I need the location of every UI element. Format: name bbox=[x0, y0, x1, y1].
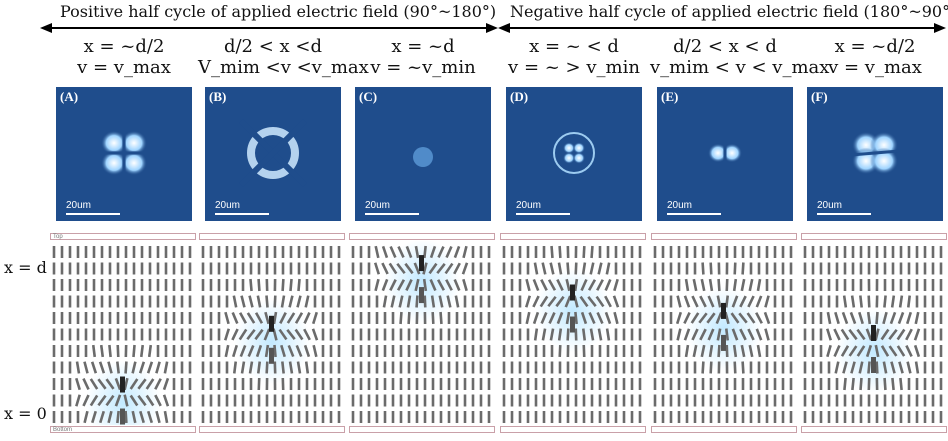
panel-label: (B) bbox=[209, 89, 226, 105]
panel-label: (A) bbox=[60, 89, 78, 105]
scale-bar-label: 20um bbox=[365, 200, 390, 211]
position-condition: d/2 < x <d bbox=[198, 36, 348, 57]
position-condition: x = ~d bbox=[348, 36, 498, 57]
y-label-top: x = d bbox=[4, 258, 47, 277]
lc-director-field bbox=[349, 241, 495, 441]
top-plate bbox=[349, 233, 495, 240]
micrograph-b: (B) 20um bbox=[205, 87, 341, 221]
panel-label: (E) bbox=[661, 89, 678, 105]
lc-director-field bbox=[801, 241, 947, 441]
position-condition: x = ~ < d bbox=[499, 36, 649, 57]
velocity-condition: v = v_max bbox=[49, 57, 199, 78]
positive-half-cycle-header: Positive half cycle of applied electric … bbox=[60, 2, 496, 21]
panel-label: (D) bbox=[510, 89, 528, 105]
position-condition: d/2 < x < d bbox=[650, 36, 800, 57]
scale-bar bbox=[215, 213, 269, 215]
top-plate bbox=[199, 233, 345, 240]
director-simulation bbox=[199, 241, 345, 425]
director-simulation bbox=[651, 241, 797, 425]
top-plate: Top bbox=[50, 233, 196, 240]
y-label-bottom: x = 0 bbox=[4, 404, 47, 423]
position-condition: x = ~d/2 bbox=[49, 36, 199, 57]
lc-director-field bbox=[199, 241, 345, 441]
scale-bar bbox=[516, 213, 570, 215]
micrograph-d: (D) 20um bbox=[506, 87, 642, 221]
director-simulation bbox=[500, 241, 646, 425]
velocity-condition: v_mim < v < v_max bbox=[650, 57, 800, 78]
scale-bar bbox=[667, 213, 721, 215]
director-simulation bbox=[349, 241, 495, 425]
micrograph-f: (F) 20um bbox=[807, 87, 943, 221]
scale-bar bbox=[817, 213, 871, 215]
lc-director-field bbox=[651, 241, 797, 441]
top-plate bbox=[801, 233, 947, 240]
negative-half-cycle-header: Negative half cycle of applied electric … bbox=[510, 2, 948, 21]
top-plate bbox=[651, 233, 797, 240]
scale-bar-label: 20um bbox=[66, 200, 91, 211]
lc-director-field bbox=[500, 241, 646, 441]
micrograph-e: (E) 20um bbox=[657, 87, 793, 221]
velocity-condition: V_mim <v <v_max bbox=[198, 57, 348, 78]
top-plate bbox=[500, 233, 646, 240]
scale-bar bbox=[365, 213, 419, 215]
panel-label: (C) bbox=[359, 89, 377, 105]
lc-director-field bbox=[50, 241, 196, 441]
velocity-condition: v = ~v_min bbox=[348, 57, 498, 78]
scale-bar-label: 20um bbox=[667, 200, 692, 211]
velocity-condition: v = v_max bbox=[800, 57, 948, 78]
scale-bar bbox=[66, 213, 120, 215]
micrograph-c: (C) 20um bbox=[355, 87, 491, 221]
micrograph-a: (A) 20um bbox=[56, 87, 192, 221]
director-simulation bbox=[50, 241, 196, 425]
position-condition: x = ~d/2 bbox=[800, 36, 948, 57]
scale-bar-label: 20um bbox=[516, 200, 541, 211]
panel-label: (F) bbox=[811, 89, 828, 105]
director-simulation bbox=[801, 241, 947, 425]
scale-bar-label: 20um bbox=[817, 200, 842, 211]
velocity-condition: v = ~ > v_min bbox=[499, 57, 649, 78]
scale-bar-label: 20um bbox=[215, 200, 240, 211]
